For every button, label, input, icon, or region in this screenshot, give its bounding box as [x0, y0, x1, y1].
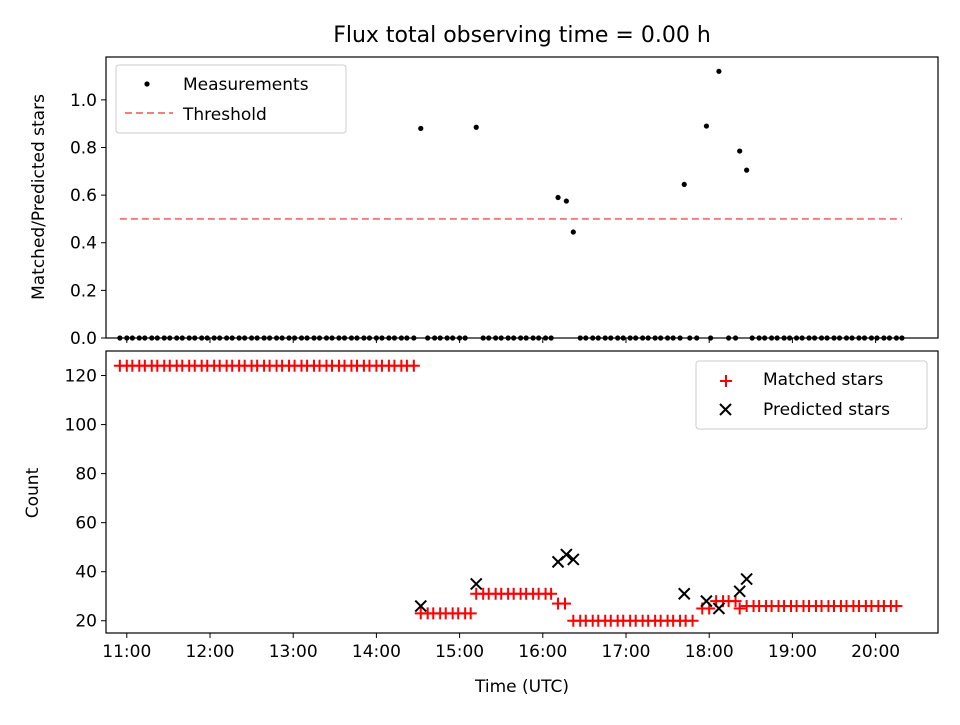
y-tick-label: 0.0 — [70, 329, 97, 349]
matched-star-point — [686, 614, 699, 627]
ratio-legend: Measurements Threshold — [115, 64, 347, 134]
x-tick-label: 17:00 — [602, 642, 651, 662]
x-tick-label: 19:00 — [768, 642, 817, 662]
y-tick-label: 80 — [75, 465, 97, 485]
x-tick-label: 12:00 — [186, 642, 235, 662]
x-tick-label: 18:00 — [685, 642, 734, 662]
measurement-point — [716, 68, 722, 74]
matched-star-point — [407, 359, 420, 372]
predicted-star-point — [414, 599, 427, 613]
predicted-star-point — [733, 585, 746, 598]
y-axis-label-ratio: Matched/Predicted stars — [29, 94, 49, 300]
count-y-ticks: 20 40 60 80 100 120 — [65, 367, 106, 632]
ratio-axes-frame — [105, 56, 939, 339]
matched-star-point — [558, 597, 571, 610]
predicted-star-point — [740, 572, 753, 586]
y-tick-label: 20 — [75, 612, 97, 632]
measurement-point — [473, 124, 479, 130]
x-tick-label: 15:00 — [435, 642, 484, 662]
x-tick-label: 14:00 — [352, 642, 401, 662]
y-tick-label: 0.4 — [70, 234, 97, 254]
y-tick-label: 100 — [65, 416, 97, 436]
matched-star-point — [464, 607, 477, 620]
count-panel: Count Time (UTC) 11:00 12:00 13:00 14:00 15:… — [23, 350, 939, 697]
measurement-point — [570, 229, 576, 235]
x-tick-label: 11:00 — [102, 642, 151, 662]
predicted-star-point — [470, 577, 483, 591]
matched-legend-marker — [720, 375, 732, 387]
x-axis-label: Time (UTC) — [474, 677, 569, 697]
count-legend: Matched stars Predicted stars — [695, 360, 928, 430]
count-plot-area — [113, 359, 903, 627]
ratio-x-ticks — [126, 338, 877, 343]
y-tick-label: 120 — [65, 367, 97, 387]
legend-threshold: Threshold — [182, 105, 267, 125]
predicted-legend-marker — [719, 403, 732, 416]
count-axes-frame — [105, 350, 939, 634]
y-tick-label: 0.8 — [70, 138, 97, 158]
legend-matched-stars: Matched stars — [763, 370, 883, 390]
x-tick-label: 20:00 — [851, 642, 900, 662]
measurement-point — [563, 198, 569, 204]
chart-title: Flux total observing time = 0.00 h — [333, 23, 711, 48]
predicted-star-point — [560, 548, 573, 561]
measurement-point — [418, 125, 424, 132]
y-tick-label: 60 — [75, 514, 97, 534]
predicted-star-point — [700, 594, 713, 608]
ratio-y-ticks: 0.0 0.2 0.4 0.6 0.8 1.0 — [70, 91, 106, 349]
legend-predicted-stars: Predicted stars — [763, 400, 890, 420]
y-tick-label: 0.6 — [70, 186, 97, 206]
measurement-point — [737, 148, 743, 154]
ratio-panel: Flux total observing time = 0.00 h Match… — [29, 23, 939, 349]
matched-star-point — [733, 602, 746, 615]
x-tick-label: 16:00 — [518, 642, 567, 662]
measurement-point — [681, 181, 687, 188]
measurement-point — [744, 167, 750, 173]
legend-measurements: Measurements — [183, 75, 309, 95]
matched-star-point — [545, 587, 558, 600]
matched-star-point — [890, 600, 903, 613]
y-tick-label: 1.0 — [70, 91, 97, 111]
x-tick-label: 13:00 — [269, 642, 318, 662]
measurement-point — [555, 194, 561, 201]
count-x-ticks: 11:00 12:00 13:00 14:00 15:00 16:00 17:00 18:00… — [102, 633, 900, 662]
y-tick-label: 0.2 — [70, 281, 97, 301]
predicted-star-point — [567, 553, 580, 566]
predicted-star-point — [712, 602, 726, 615]
predicted-star-point — [678, 587, 691, 600]
measurements-legend-marker — [144, 81, 150, 87]
matched-star-point — [729, 595, 742, 608]
y-tick-label: 40 — [75, 563, 97, 583]
y-axis-label-count: Count — [23, 467, 43, 518]
measurement-point — [703, 123, 710, 129]
